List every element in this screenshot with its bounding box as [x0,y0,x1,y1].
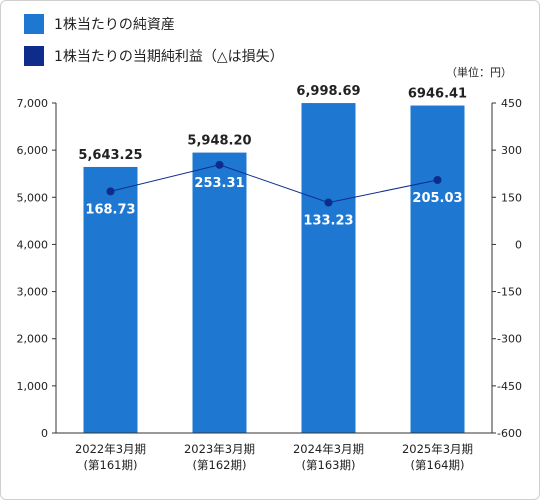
net-income-point-2 [324,198,333,207]
net-income-label-2: 133.23 [303,214,353,229]
legend-label-net-income: 1株当たりの当期純利益（△は損失） [54,49,284,65]
y-left-tick-label-2: 2,000 [17,333,49,346]
y-right-tick-label-7: 450 [501,97,522,110]
net-income-point-0 [106,187,115,196]
bar-3 [410,105,465,434]
net-income-line [110,164,438,204]
bar-2 [301,103,356,433]
y-right-tick-label-6: 300 [501,144,522,157]
y-right-tick-label-5: 150 [501,191,522,204]
net-income-point-1 [215,160,224,169]
x-tick-sublabel-3: (第164期) [411,458,465,472]
x-tick-label-2: 2024年3月期 [293,442,364,456]
bar-label-0: 5,643.25 [78,148,142,163]
legend-swatch-net-assets [24,14,44,34]
x-tick-sublabel-2: (第163期) [302,458,356,472]
bar-label-2: 6,998.69 [296,84,360,99]
y-left-tick-label-6: 6,000 [17,144,49,157]
y-right-tick-label-0: -600 [497,427,522,440]
y-left-tick-label-3: 3,000 [17,286,49,299]
y-left-tick-label-5: 5,000 [17,191,49,204]
unit-label: （単位：円） [446,66,512,79]
bar-label-3: 6946.41 [408,87,467,102]
bar-0 [83,166,138,434]
y-left-tick-label-7: 7,000 [17,97,49,110]
bar-label-1: 5,948.20 [187,134,251,149]
legend-swatch-net-income [24,46,44,66]
x-tick-label-1: 2023年3月期 [184,442,255,456]
x-tick-label-0: 2022年3月期 [75,442,146,456]
x-tick-label-3: 2025年3月期 [402,442,473,456]
y-right-tick-label-4: 0 [515,238,522,251]
net-income-point-3 [433,175,442,184]
y-right-tick-label-3: -150 [497,286,522,299]
net-income-label-3: 205.03 [412,191,462,206]
legend-label-net-assets: 1株当たりの純資産 [54,17,175,33]
x-tick-sublabel-0: (第161期) [84,458,138,472]
bar-1 [192,152,247,434]
y-left-tick-label-4: 4,000 [17,238,49,251]
y-left-tick-label-0: 0 [41,427,48,440]
legend-item-net-assets: 1株当たりの純資産 [24,14,175,34]
legend-item-net-income: 1株当たりの当期純利益（△は損失） [24,46,284,66]
net-income-label-0: 168.73 [85,202,135,217]
y-left-tick-label-1: 1,000 [17,380,49,393]
net-income-label-1: 253.31 [194,176,244,191]
y-right-tick-label-1: -450 [497,380,522,393]
y-right-tick-label-2: -300 [497,333,522,346]
x-tick-sublabel-1: (第162期) [193,458,247,472]
